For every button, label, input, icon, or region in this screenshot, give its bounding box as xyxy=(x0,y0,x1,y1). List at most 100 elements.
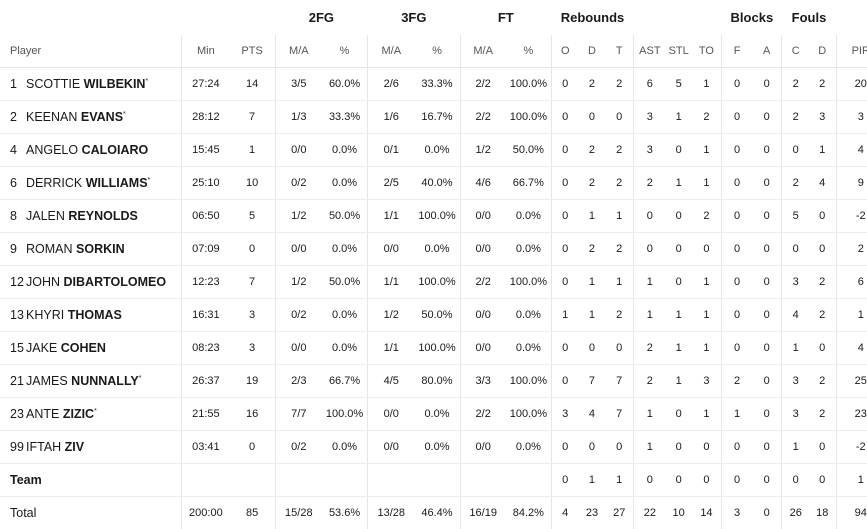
player-last-name[interactable]: EVANS xyxy=(81,110,123,124)
player-3fg-ma: 1/1 xyxy=(368,200,415,233)
player-2fg-ma: 1/3 xyxy=(275,101,322,134)
player-ft-pct: 0.0% xyxy=(506,299,552,332)
col-3fg-ma[interactable]: M/A xyxy=(368,35,415,68)
player-first-name[interactable]: JAKE xyxy=(26,341,57,355)
player-pir: 1 xyxy=(836,299,867,332)
player-reb-t: 2 xyxy=(605,68,633,101)
col-ft-pct[interactable]: % xyxy=(506,35,552,68)
player-min: 12:23 xyxy=(182,266,230,299)
player-pts: 7 xyxy=(230,266,276,299)
player-reb-t: 0 xyxy=(605,101,633,134)
player-2fg-ma: 7/7 xyxy=(275,398,322,431)
player-first-name[interactable]: ANGELO xyxy=(26,143,78,157)
col-blk-a[interactable]: A xyxy=(752,35,782,68)
col-fouls-c[interactable]: C xyxy=(782,35,809,68)
player-first-name[interactable]: JAMES xyxy=(26,374,68,388)
player-ft-ma: 0/0 xyxy=(460,332,506,365)
team-blk-f: 0 xyxy=(722,464,752,497)
player-first-name[interactable]: KHYRI xyxy=(26,308,64,322)
player-fouls-d: 4 xyxy=(809,167,836,200)
player-first-name[interactable]: JOHN xyxy=(26,275,60,289)
player-last-name[interactable]: ZIV xyxy=(65,440,84,454)
player-min: 16:31 xyxy=(182,299,230,332)
player-last-name[interactable]: DIBARTOLOMEO xyxy=(64,275,167,289)
player-stl: 0 xyxy=(666,431,692,464)
player-to: 0 xyxy=(692,431,722,464)
player-last-name[interactable]: CALOIARO xyxy=(82,143,149,157)
player-stl: 1 xyxy=(666,332,692,365)
col-reb-d[interactable]: D xyxy=(578,35,605,68)
player-ft-ma: 2/2 xyxy=(460,266,506,299)
player-2fg-ma: 1/2 xyxy=(275,266,322,299)
player-last-name[interactable]: ZIZIC xyxy=(63,407,94,421)
col-stl[interactable]: STL xyxy=(666,35,692,68)
player-first-name[interactable]: ANTE xyxy=(26,407,59,421)
player-3fg-pct: 40.0% xyxy=(414,167,460,200)
player-pir: 6 xyxy=(836,266,867,299)
player-blk-a: 0 xyxy=(752,167,782,200)
player-ast: 1 xyxy=(634,398,666,431)
col-reb-t[interactable]: T xyxy=(605,35,633,68)
player-ft-ma: 0/0 xyxy=(460,431,506,464)
player-reb-o: 1 xyxy=(551,299,578,332)
col-3fg-pct[interactable]: % xyxy=(414,35,460,68)
col-min[interactable]: Min xyxy=(182,35,230,68)
player-3fg-pct: 16.7% xyxy=(414,101,460,134)
player-number: 8 xyxy=(10,209,26,223)
player-pts: 7 xyxy=(230,101,276,134)
player-reb-t: 2 xyxy=(605,299,633,332)
player-first-name[interactable]: KEENAN xyxy=(26,110,77,124)
player-pir: -2 xyxy=(836,431,867,464)
player-last-name[interactable]: THOMAS xyxy=(68,308,122,322)
player-2fg-pct: 0.0% xyxy=(322,299,368,332)
player-pts: 1 xyxy=(230,134,276,167)
player-ft-pct: 0.0% xyxy=(506,200,552,233)
player-last-name[interactable]: SORKIN xyxy=(76,242,125,256)
col-pts[interactable]: PTS xyxy=(230,35,276,68)
player-first-name[interactable]: DERRICK xyxy=(26,176,82,190)
player-reb-o: 0 xyxy=(551,365,578,398)
player-to: 3 xyxy=(692,365,722,398)
col-2fg-pct[interactable]: % xyxy=(322,35,368,68)
player-last-name[interactable]: COHEN xyxy=(61,341,106,355)
col-ft-ma[interactable]: M/A xyxy=(460,35,506,68)
col-reb-o[interactable]: O xyxy=(551,35,578,68)
col-fouls-d[interactable]: D xyxy=(809,35,836,68)
player-stl: 0 xyxy=(666,200,692,233)
col-ast[interactable]: AST xyxy=(634,35,666,68)
player-first-name[interactable]: JALEN xyxy=(26,209,65,223)
col-player[interactable]: Player xyxy=(0,35,182,68)
player-reb-d: 1 xyxy=(578,200,605,233)
player-first-name[interactable]: IFTAH xyxy=(26,440,61,454)
col-blk-f[interactable]: F xyxy=(722,35,752,68)
player-reb-o: 0 xyxy=(551,68,578,101)
player-3fg-pct: 0.0% xyxy=(414,233,460,266)
player-last-name[interactable]: WILBEKIN xyxy=(84,77,146,91)
player-blk-f: 0 xyxy=(722,266,752,299)
player-last-name[interactable]: WILLIAMS xyxy=(86,176,148,190)
player-min: 08:23 xyxy=(182,332,230,365)
col-2fg-ma[interactable]: M/A xyxy=(275,35,322,68)
player-pir: 9 xyxy=(836,167,867,200)
player-reb-d: 1 xyxy=(578,266,605,299)
player-stl: 0 xyxy=(666,233,692,266)
player-last-name[interactable]: NUNNALLY xyxy=(71,374,139,388)
col-to[interactable]: TO xyxy=(692,35,722,68)
player-first-name[interactable]: ROMAN xyxy=(26,242,73,256)
col-pir[interactable]: PIR xyxy=(836,35,867,68)
player-first-name[interactable]: SCOTTIE xyxy=(26,77,80,91)
player-ast: 2 xyxy=(634,365,666,398)
player-fouls-c: 4 xyxy=(782,299,809,332)
group-blocks: Blocks xyxy=(722,0,782,35)
player-last-name[interactable]: REYNOLDS xyxy=(68,209,137,223)
player-3fg-ma: 1/1 xyxy=(368,332,415,365)
player-blk-f: 0 xyxy=(722,299,752,332)
player-fouls-d: 0 xyxy=(809,431,836,464)
player-stl: 0 xyxy=(666,134,692,167)
